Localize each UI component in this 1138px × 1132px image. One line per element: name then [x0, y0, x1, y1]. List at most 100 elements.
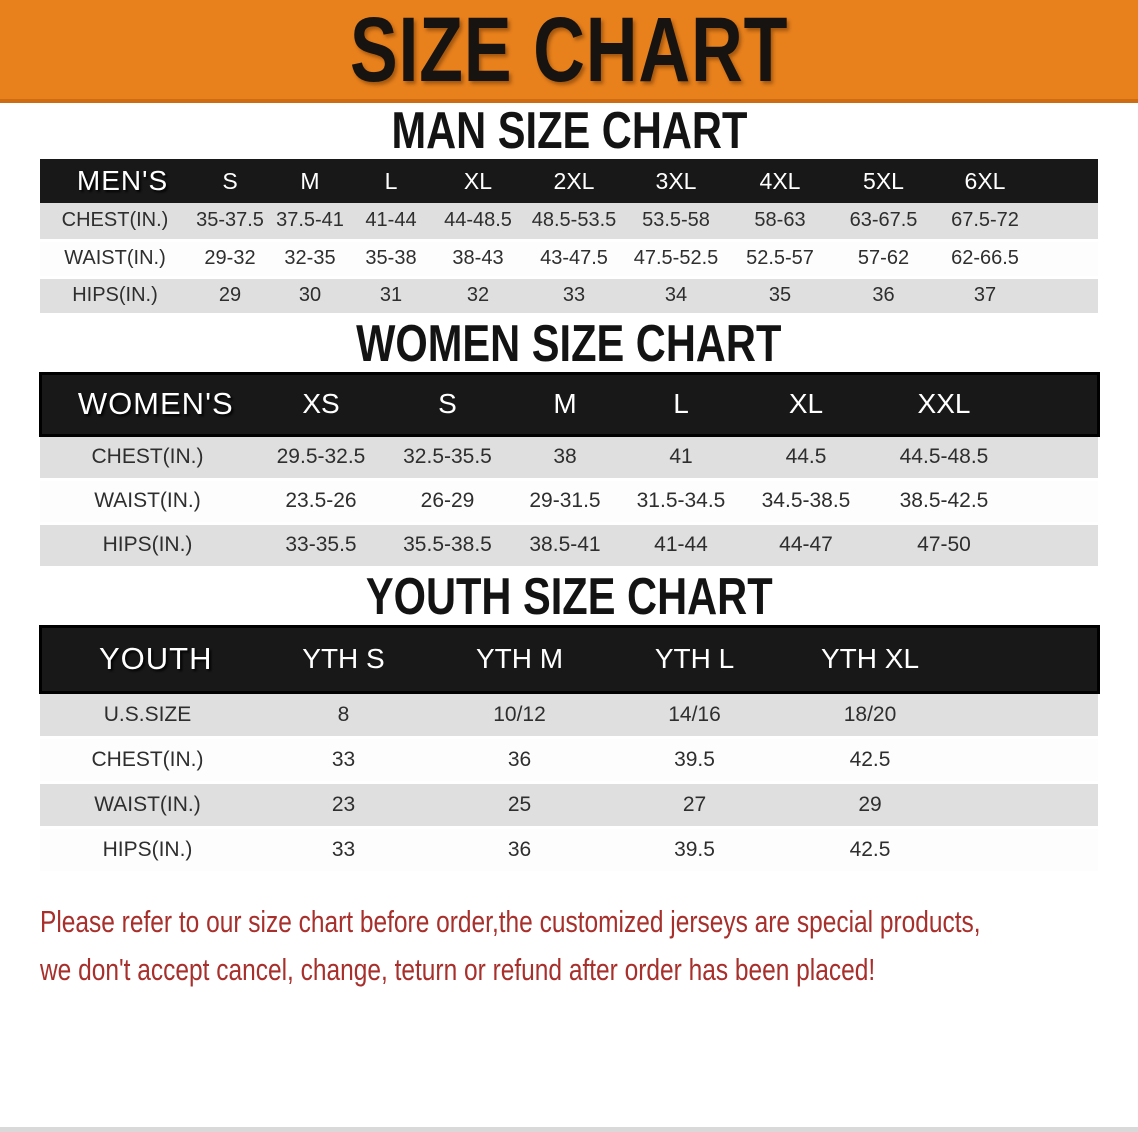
women-hips-row: HIPS(IN.) 33-35.5 35.5-38.5 38.5-41 41-4…: [40, 523, 1098, 567]
row-label: CHEST(IN.): [91, 445, 204, 468]
size-cell: 41-44: [365, 209, 417, 232]
size-cell: 38-43: [452, 247, 504, 269]
men-waist-row: WAIST(IN.) 29-32 32-35 35-38 38-43 43-47…: [40, 240, 1098, 277]
men-chest-row: CHEST(IN.) 35-37.5 37.5-41 41-44 44-48.5…: [40, 203, 1098, 240]
size-cell: 43-47.5: [540, 247, 608, 269]
size-cell: 44.5-48.5: [899, 445, 989, 468]
size-cell: 42.5: [849, 747, 891, 771]
youth-col-xl: YTH XL: [820, 643, 920, 674]
women-col-xxl: XXL: [917, 388, 971, 419]
men-header-row: MEN'S S M L XL 2XL 3XL 4XL 5XL 6XL: [40, 159, 1098, 203]
women-col-xs: XS: [302, 388, 340, 419]
size-cell: 38: [553, 445, 577, 468]
size-cell: 29-32: [204, 247, 256, 269]
size-cell: 33: [331, 747, 356, 771]
men-col-s: S: [222, 167, 238, 194]
women-corner-label: WOMEN'S: [77, 386, 234, 421]
size-cell: 33-35.5: [285, 533, 357, 556]
size-cell: 25: [507, 792, 532, 816]
row-label: HIPS(IN.): [102, 533, 193, 556]
cell-filler: [1016, 435, 1098, 479]
men-corner-label: MEN'S: [76, 165, 169, 196]
size-cell: 29-31.5: [529, 489, 601, 512]
size-cell: 29.5-32.5: [276, 445, 366, 468]
row-label: HIPS(IN.): [72, 284, 158, 306]
cell-filler: [1035, 240, 1098, 277]
header-filler: [1016, 373, 1098, 435]
size-cell: 36: [872, 284, 895, 306]
men-col-l: L: [384, 167, 398, 194]
size-cell: 14/16: [668, 702, 721, 726]
women-col-m: M: [553, 388, 577, 419]
size-cell: 31: [379, 284, 403, 306]
size-cell: 44.5: [785, 445, 827, 468]
youth-size-section: YOUTH SIZE CHART YOUTH YTH S YTH M YTH L…: [0, 569, 1138, 874]
men-col-6xl: 6XL: [964, 167, 1006, 194]
youth-section-heading: YOUTH SIZE CHART: [0, 569, 1138, 625]
cell-filler: [958, 737, 1098, 782]
men-col-5xl: 5XL: [863, 167, 904, 194]
youth-corner-label: YOUTH: [99, 641, 213, 676]
youth-col-s: YTH S: [302, 643, 385, 674]
size-cell: 34: [664, 284, 688, 306]
size-cell: 32: [466, 284, 490, 306]
size-cell: 41-44: [654, 533, 708, 556]
size-cell: 23: [331, 792, 356, 816]
size-cell: 52.5-57: [746, 247, 814, 269]
men-col-m: M: [300, 167, 320, 194]
notice-line-1: Please refer to our size chart before or…: [40, 903, 981, 939]
size-cell: 36: [507, 747, 532, 771]
cell-filler: [1016, 479, 1098, 523]
size-cell: 36: [507, 837, 532, 861]
size-cell: 29: [218, 284, 242, 306]
youth-size-table: YOUTH YTH S YTH M YTH L YTH XL U.S.SIZE …: [39, 625, 1100, 874]
size-cell: 35.5-38.5: [403, 533, 492, 556]
youth-header-row: YOUTH YTH S YTH M YTH L YTH XL: [40, 626, 1098, 692]
size-cell: 32-35: [284, 247, 336, 269]
size-cell: 32.5-35.5: [403, 445, 492, 468]
size-cell: 33: [562, 284, 586, 306]
size-cell: 23.5-26: [285, 489, 357, 512]
youth-waist-row: WAIST(IN.) 23 25 27 29: [40, 782, 1098, 827]
youth-col-m: YTH M: [475, 643, 564, 674]
women-chest-row: CHEST(IN.) 29.5-32.5 32.5-35.5 38 41 44.…: [40, 435, 1098, 479]
size-cell: 62-66.5: [951, 247, 1019, 269]
size-cell: 39.5: [674, 747, 715, 771]
size-cell: 34.5-38.5: [761, 489, 851, 512]
cell-filler: [958, 782, 1098, 827]
size-cell: 44-48.5: [444, 209, 512, 232]
cell-filler: [958, 827, 1098, 872]
youth-heading-text: YOUTH SIZE CHART: [365, 567, 773, 626]
youth-chest-row: CHEST(IN.) 33 36 39.5 42.5: [40, 737, 1098, 782]
size-cell: 37.5-41: [276, 209, 344, 232]
row-label: U.S.SIZE: [103, 702, 192, 726]
size-cell: 27: [682, 792, 707, 816]
size-cell: 57-62: [857, 247, 910, 269]
men-col-4xl: 4XL: [759, 167, 801, 194]
women-size-section: WOMEN SIZE CHART WOMEN'S XS S M L XL XXL…: [0, 316, 1138, 569]
size-cell: 29: [858, 792, 882, 816]
size-cell: 31.5-34.5: [636, 489, 726, 512]
size-cell: 30: [298, 284, 322, 306]
women-col-xl: XL: [788, 388, 824, 419]
size-cell: 38.5-42.5: [899, 489, 989, 512]
women-col-l: L: [673, 388, 689, 419]
bottom-edge-strip: [0, 1127, 1138, 1132]
row-label: HIPS(IN.): [102, 837, 193, 861]
men-col-3xl: 3XL: [655, 167, 697, 194]
size-cell: 39.5: [674, 837, 715, 861]
men-col-2xl: 2XL: [553, 167, 595, 194]
size-cell: 8: [337, 702, 350, 726]
row-label: CHEST(IN.): [91, 747, 204, 771]
women-header-row: WOMEN'S XS S M L XL XXL: [40, 373, 1098, 435]
header-filler: [958, 626, 1098, 692]
women-col-s: S: [438, 388, 457, 419]
notice-line-2: we don't accept cancel, change, teturn o…: [40, 951, 876, 987]
men-heading-text: MAN SIZE CHART: [391, 102, 747, 160]
order-notice: Please refer to our size chart before or…: [40, 898, 1138, 994]
size-cell: 41: [669, 445, 693, 468]
size-cell: 44-47: [779, 533, 833, 556]
youth-col-l: YTH L: [654, 643, 735, 674]
size-cell: 18/20: [843, 702, 897, 726]
women-waist-row: WAIST(IN.) 23.5-26 26-29 29-31.5 31.5-34…: [40, 479, 1098, 523]
